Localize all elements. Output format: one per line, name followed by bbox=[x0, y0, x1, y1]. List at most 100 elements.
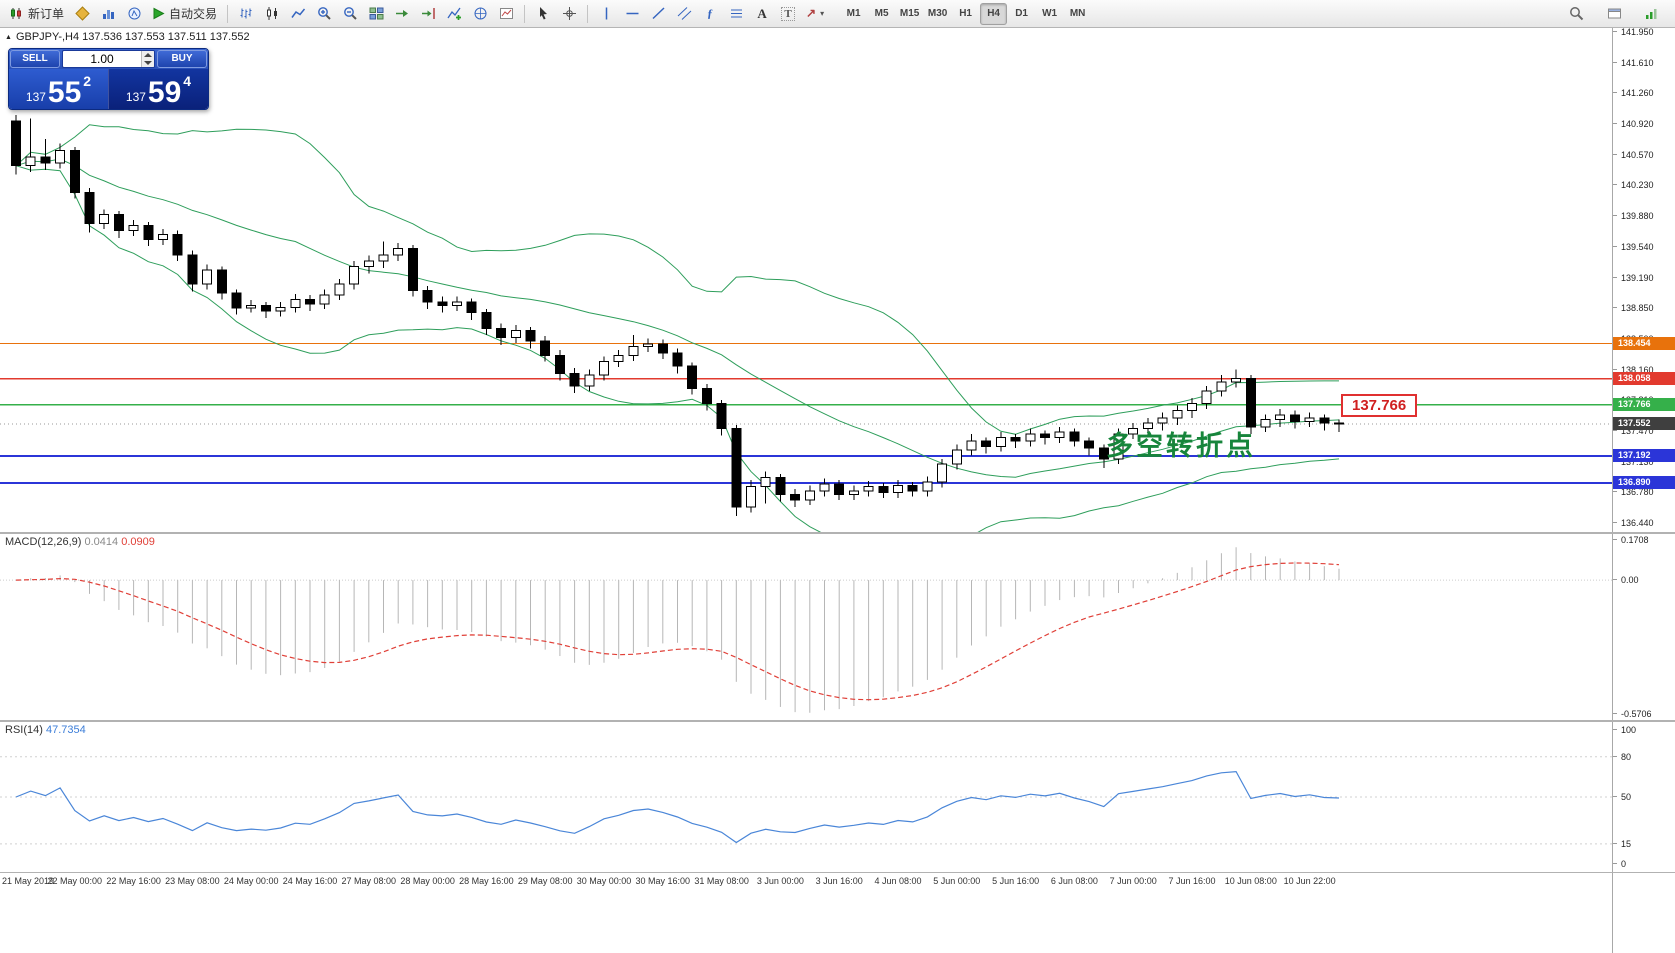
timeframe-h1[interactable]: H1 bbox=[959, 8, 972, 19]
date-axis-label: 3 Jun 00:00 bbox=[756, 876, 804, 886]
price-axis-label: 140.920 bbox=[1613, 119, 1654, 129]
volume-field[interactable]: 1.00 bbox=[62, 50, 155, 68]
date-axis-label: 24 May 16:00 bbox=[282, 876, 338, 886]
timeframe-h4[interactable]: H4 bbox=[980, 2, 1008, 25]
price-line-label[interactable]: 137.766 bbox=[1341, 394, 1418, 417]
new-window-button[interactable] bbox=[1602, 3, 1626, 25]
price-axis-label: 137.470 bbox=[1613, 426, 1654, 436]
rsi-scale-label: 15 bbox=[1613, 839, 1631, 849]
equidistant-channel-button[interactable] bbox=[672, 3, 696, 25]
timeframe-m15[interactable]: M15 bbox=[899, 8, 920, 19]
panel-separator[interactable] bbox=[0, 720, 1675, 722]
buy-price-big: 59 bbox=[147, 76, 182, 109]
zoom-out-button[interactable] bbox=[338, 3, 362, 25]
text-label-button[interactable]: T bbox=[776, 3, 800, 25]
volume-value[interactable]: 1.00 bbox=[90, 52, 114, 66]
price-axis-label: 141.610 bbox=[1613, 58, 1654, 68]
volume-down-icon[interactable] bbox=[142, 59, 154, 67]
navigator-button[interactable] bbox=[122, 3, 146, 25]
cycles-icon bbox=[473, 6, 488, 21]
autotrading-button[interactable]: 自动交易 bbox=[148, 3, 221, 25]
trendline-button[interactable] bbox=[646, 3, 670, 25]
main-chart-plot[interactable]: ▲ GBPJPY-,H4 137.536 137.553 137.511 137… bbox=[0, 28, 1612, 532]
toolbar-separator bbox=[587, 4, 589, 23]
cursor-button[interactable] bbox=[531, 3, 555, 25]
line-chart-button[interactable] bbox=[286, 3, 310, 25]
navigator-icon bbox=[127, 6, 142, 21]
zoom-in-icon bbox=[317, 6, 332, 21]
rsi-panel: RSI(14) 47.7354 100 80 50 15 0 bbox=[0, 722, 1675, 872]
filler-plot bbox=[0, 891, 1612, 953]
date-axis-label: 10 Jun 22:00 bbox=[1283, 876, 1336, 886]
timeframe-m1[interactable]: M1 bbox=[846, 8, 861, 19]
price-axis-label: 138.160 bbox=[1613, 365, 1654, 375]
auto-scroll-button[interactable] bbox=[390, 3, 414, 25]
new-order-button[interactable]: 新订单 bbox=[5, 3, 68, 25]
equidistant-channel-icon bbox=[677, 6, 692, 21]
cursor-icon bbox=[536, 6, 551, 21]
rsi-plot[interactable]: RSI(14) 47.7354 bbox=[0, 722, 1612, 872]
crosshair-icon bbox=[562, 6, 577, 21]
buy-price[interactable]: 137 59 4 bbox=[108, 69, 208, 109]
shapes-button[interactable] bbox=[724, 3, 748, 25]
chart-annotation[interactable]: 多空转折点 bbox=[1106, 431, 1256, 461]
macd-panel: MACD(12,26,9) 0.0414 0.0909 0.1708 0.00 -0… bbox=[0, 534, 1675, 720]
candlestick-chart-button[interactable] bbox=[260, 3, 284, 25]
indicators-button[interactable] bbox=[442, 3, 466, 25]
timeframe-w1[interactable]: W1 bbox=[1042, 8, 1058, 19]
date-axis-corner bbox=[1612, 873, 1675, 891]
date-axis-plot[interactable]: 21 May 2019 22 May 00:00 22 May 16:00 23 Ma… bbox=[0, 873, 1612, 891]
date-axis-label: 4 Jun 08:00 bbox=[874, 876, 922, 886]
chart-shift-button[interactable] bbox=[416, 3, 440, 25]
macd-label: MACD(12,26,9) 0.0414 0.0909 bbox=[5, 536, 155, 548]
date-axis-label: 24 May 00:00 bbox=[223, 876, 279, 886]
cycles-button[interactable] bbox=[468, 3, 492, 25]
timeframe-d1[interactable]: D1 bbox=[1015, 8, 1028, 19]
date-axis-label: 7 Jun 00:00 bbox=[1109, 876, 1157, 886]
timeframe-m5[interactable]: M5 bbox=[874, 8, 889, 19]
panel-separator[interactable] bbox=[0, 872, 1675, 873]
bar-chart-button[interactable] bbox=[234, 3, 258, 25]
buy-button[interactable]: BUY bbox=[157, 50, 207, 68]
tile-windows-icon bbox=[369, 6, 384, 21]
search-icon bbox=[1569, 6, 1584, 21]
date-axis-label: 21 May 2019 bbox=[2, 876, 55, 886]
tile-windows-button[interactable] bbox=[364, 3, 388, 25]
vertical-line-button[interactable] bbox=[594, 3, 618, 25]
arrows-button[interactable]: ↗ ▾ bbox=[802, 3, 828, 25]
timeframe-m30[interactable]: M30 bbox=[927, 8, 948, 19]
chart-shift-icon bbox=[421, 6, 436, 21]
auto-scroll-icon bbox=[395, 6, 410, 21]
price-axis-label: 140.230 bbox=[1613, 180, 1654, 190]
shapes-icon bbox=[729, 6, 744, 21]
sell-price[interactable]: 137 55 2 bbox=[9, 69, 108, 109]
toolbar: 新订单 自动交易 ƒ A T ↗ ▾ M1 M5 M15 M30 H1 H4 D1 W1 MN bbox=[0, 0, 1675, 28]
horizontal-line-button[interactable] bbox=[620, 3, 644, 25]
panel-separator[interactable] bbox=[0, 532, 1675, 534]
new-window-icon bbox=[1607, 6, 1622, 21]
macd-scale-label: 0.1708 bbox=[1613, 535, 1649, 545]
symbol-expand-icon[interactable]: ▲ bbox=[5, 33, 12, 41]
macd-axis: 0.1708 0.00 -0.5706 bbox=[1612, 534, 1675, 720]
date-axis-label: 3 Jun 16:00 bbox=[815, 876, 863, 886]
macd-title: MACD(12,26,9) bbox=[5, 536, 82, 548]
fibonacci-button[interactable]: ƒ bbox=[698, 3, 722, 25]
sell-button[interactable]: SELL bbox=[10, 50, 60, 68]
indicators-icon bbox=[446, 6, 462, 21]
zoom-in-button[interactable] bbox=[312, 3, 336, 25]
timeframe-mn[interactable]: MN bbox=[1069, 8, 1086, 19]
search-button[interactable] bbox=[1564, 3, 1588, 25]
volume-up-icon[interactable] bbox=[142, 51, 154, 59]
text-button[interactable]: A bbox=[750, 3, 774, 25]
one-click-trading-panel: SELL 1.00 BUY 137 55 2 137 59 bbox=[8, 48, 209, 110]
crosshair-button[interactable] bbox=[557, 3, 581, 25]
market-watch-button[interactable] bbox=[96, 3, 120, 25]
rsi-value: 47.7354 bbox=[45, 724, 86, 736]
new-order-label: 新订单 bbox=[28, 7, 65, 21]
price-tag: 138.454 bbox=[1613, 337, 1675, 351]
price-axis-label: 139.880 bbox=[1613, 211, 1654, 221]
data-window-button[interactable] bbox=[70, 3, 94, 25]
templates-button[interactable] bbox=[494, 3, 518, 25]
macd-plot[interactable]: MACD(12,26,9) 0.0414 0.0909 bbox=[0, 534, 1612, 720]
candlestick-chart bbox=[0, 114, 1612, 532]
